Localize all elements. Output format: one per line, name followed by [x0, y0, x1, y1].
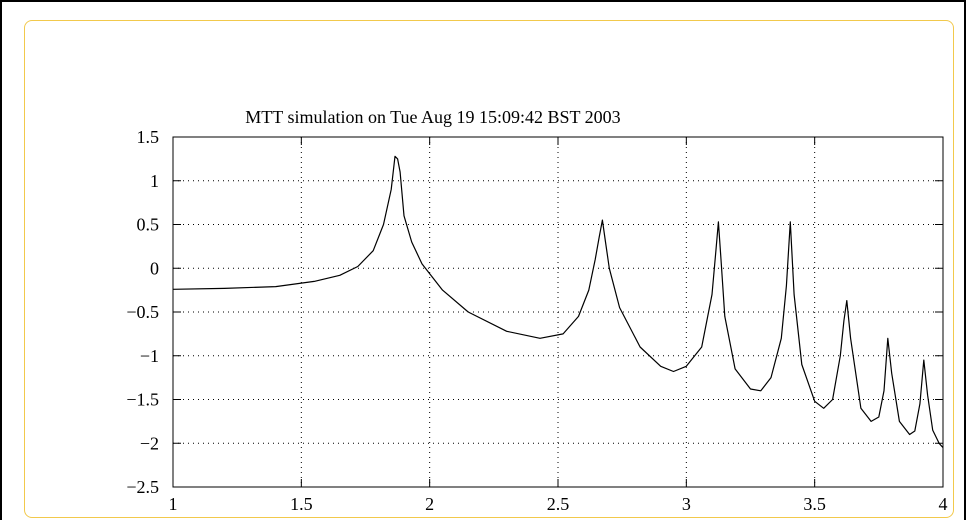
y-tick-label: 0 [150, 258, 159, 278]
y-tick-label: −2.5 [126, 477, 159, 497]
x-tick-label: 3.5 [803, 494, 826, 514]
y-tick-label: −1.5 [126, 390, 159, 410]
series-line-1 [172, 155, 944, 449]
x-tick-label: 2.5 [547, 494, 570, 514]
chart-svg: MTT simulation on Tue Aug 19 15:09:42 BS… [126, 107, 948, 514]
x-tick-label: 1 [169, 494, 178, 514]
x-tick-label: 2 [425, 494, 434, 514]
x-tick-label: 1.5 [290, 494, 313, 514]
y-tick-label: 1 [150, 171, 159, 191]
grid [173, 137, 943, 487]
y-tick-label: 1.5 [137, 127, 160, 147]
chart-panel: MTT simulation on Tue Aug 19 15:09:42 BS… [24, 20, 954, 518]
y-tick-label: −0.5 [126, 302, 159, 322]
x-axis: 1 1.5 2 2.5 3 3.5 4 [169, 137, 948, 514]
chart-title: MTT simulation on Tue Aug 19 15:09:42 BS… [245, 107, 620, 127]
x-tick-label: 4 [939, 494, 948, 514]
series-layer [172, 155, 944, 449]
y-axis: 1.5 1 0.5 0 −0.5 −1 −1.5 −2 −2.5 [126, 127, 943, 497]
y-tick-label: −2 [140, 433, 159, 453]
x-tick-label: 3 [682, 494, 691, 514]
y-tick-label: 0.5 [137, 215, 160, 235]
y-tick-label: −1 [140, 346, 159, 366]
